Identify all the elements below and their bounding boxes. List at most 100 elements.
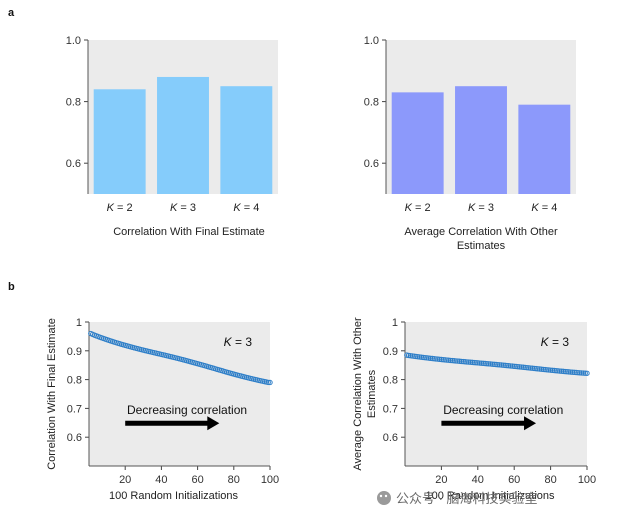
chart-a-left: 0.6 0.8 1.0 K = 2 K = 3 K = 4 Correlation With… — [66, 35, 278, 238]
data-point — [464, 359, 470, 365]
y-tick-label: 0.6 — [66, 158, 81, 170]
data-point — [493, 361, 499, 368]
data-point — [456, 358, 463, 364]
data-point — [580, 370, 587, 376]
data-point — [496, 362, 503, 368]
data-point — [265, 379, 271, 386]
y-tick-label: 0.7 — [383, 403, 398, 415]
data-point — [507, 363, 514, 369]
data-point — [445, 357, 452, 363]
data-point — [462, 359, 468, 365]
x-tick-label: 80 — [228, 474, 240, 486]
watermark-text: 公众号 · 脑海科技实验室 — [396, 491, 538, 506]
data-point — [509, 363, 516, 369]
wechat-icon-eye-right — [384, 494, 388, 498]
x-axis-label: 100 Random Initializations — [109, 490, 239, 502]
data-point — [515, 363, 521, 370]
x-tick-label: 40 — [155, 474, 167, 486]
y-tick-label: 1 — [392, 317, 398, 329]
y-tick-label: 0.6 — [364, 158, 379, 170]
data-point — [558, 368, 565, 374]
data-point — [562, 368, 568, 375]
data-point — [566, 369, 572, 375]
data-point — [540, 366, 547, 373]
data-point — [435, 356, 441, 362]
chart-b-left: 0.6 0.7 0.8 0.9 1 20 40 60 80 100 K = 3 Decreasing … — [46, 317, 279, 502]
data-point — [531, 365, 537, 372]
y-axis-label: Correlation With Final Estimate — [46, 318, 58, 470]
category-label: K = 4 — [531, 202, 557, 214]
data-point — [577, 370, 583, 376]
wechat-icon — [377, 491, 391, 505]
plot-background — [405, 322, 587, 466]
x-axis-label: Correlation With Final Estimate — [113, 226, 265, 238]
watermark: 公众号 · 脑海科技实验室 — [377, 491, 538, 506]
bar-2 — [157, 76, 209, 194]
data-point — [473, 360, 479, 366]
bar-2 — [455, 86, 507, 194]
data-point — [267, 379, 273, 386]
data-point — [438, 356, 445, 363]
data-point — [511, 363, 517, 369]
k-annotation: K = 3 — [541, 335, 570, 349]
category-label: K = 4 — [233, 202, 259, 214]
category-label: K = 2 — [405, 202, 431, 214]
y-tick-label: 1.0 — [66, 35, 81, 47]
data-point — [567, 369, 574, 375]
data-point — [440, 356, 446, 363]
data-point — [520, 364, 526, 370]
y-tick-label: 0.6 — [67, 432, 82, 444]
arrow-head — [524, 416, 537, 431]
x-tick-label: 100 — [261, 474, 279, 486]
panel-label-a: a — [8, 7, 15, 19]
y-tick-label: 1 — [76, 317, 82, 329]
data-point — [484, 360, 490, 367]
bar-3 — [220, 86, 273, 194]
data-point — [478, 360, 485, 366]
x-axis-label-line: Estimates — [457, 240, 506, 252]
y-tick-label: 0.8 — [383, 375, 398, 387]
data-point — [449, 357, 456, 364]
data-point — [491, 361, 497, 368]
data-point — [458, 358, 465, 365]
data-point — [524, 364, 530, 371]
data-point — [526, 365, 532, 371]
data-point — [529, 365, 536, 371]
data-point — [551, 367, 557, 374]
data-point — [549, 367, 556, 374]
data-point — [522, 364, 528, 371]
arrow-head — [207, 416, 220, 431]
category-label: K = 3 — [468, 202, 494, 214]
data-point — [444, 357, 450, 363]
data-point — [487, 361, 494, 367]
data-point — [495, 361, 501, 368]
data-point — [538, 366, 545, 372]
data-point — [498, 362, 505, 368]
y-tick-label: 0.6 — [383, 432, 398, 444]
y-axis-label-line: Estimates — [366, 369, 378, 418]
chart-a-right: 0.6 0.8 1.0 K = 2 K = 3 K = 4 Average Correlat… — [364, 35, 576, 252]
y-axis-label-line: Average Correlation With Other — [352, 317, 364, 471]
x-tick-label: 20 — [435, 474, 447, 486]
data-point — [471, 359, 477, 366]
data-point — [557, 368, 563, 374]
data-point — [466, 359, 472, 365]
y-tick-label: 0.8 — [364, 97, 379, 109]
data-point — [469, 359, 476, 366]
category-label: K = 3 — [170, 202, 196, 214]
data-point — [575, 369, 581, 376]
data-point — [571, 369, 577, 376]
bar-3 — [518, 104, 571, 194]
data-point — [527, 365, 534, 371]
arrow-annotation-text: Decreasing correlation — [443, 403, 563, 417]
data-point — [455, 358, 461, 364]
data-point — [442, 357, 448, 363]
arrow-annotation-text: Decreasing correlation — [127, 403, 247, 417]
y-tick-label: 1.0 — [364, 35, 379, 47]
bar-1 — [391, 92, 444, 194]
data-point — [578, 370, 585, 376]
data-point — [513, 363, 519, 370]
data-point — [467, 359, 474, 365]
wechat-icon-eye-left — [379, 494, 383, 498]
